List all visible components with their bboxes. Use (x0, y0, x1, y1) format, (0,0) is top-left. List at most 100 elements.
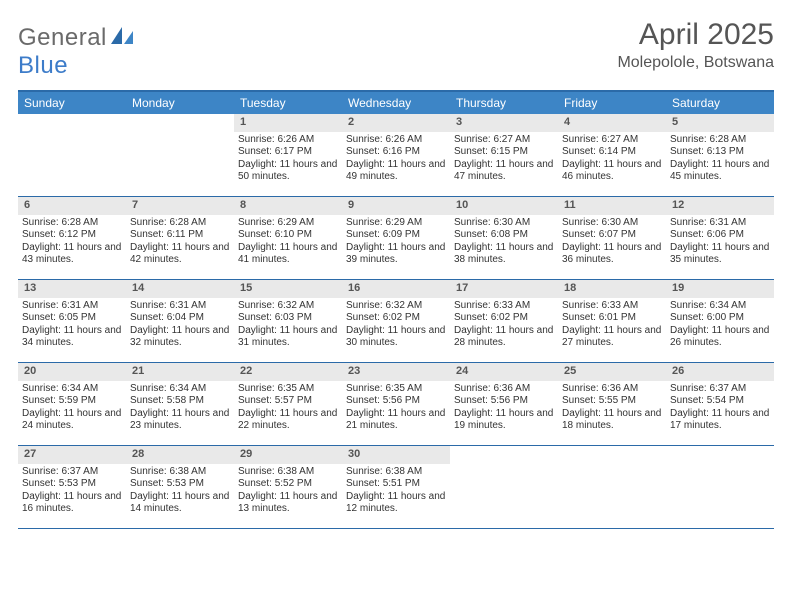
day-number: 7 (126, 197, 234, 215)
sunrise-text: Sunrise: 6:36 AM (454, 383, 554, 396)
day-cell: 1Sunrise: 6:26 AMSunset: 6:17 PMDaylight… (234, 114, 342, 196)
title-month: April 2025 (617, 18, 774, 52)
sunrise-text: Sunrise: 6:28 AM (22, 217, 122, 230)
sunset-text: Sunset: 5:56 PM (454, 395, 554, 408)
day-number: 17 (450, 280, 558, 298)
day-cell: 16 Sunrise: 6:32 AMSunset: 6:02 PMDayligh… (342, 280, 450, 362)
sunrise-text: Sunrise: 6:31 AM (22, 300, 122, 313)
dayname-wed: Wednesday (342, 92, 450, 114)
sunrise-text: Sunrise: 6:32 AM (238, 300, 338, 313)
sail-icon (111, 24, 133, 51)
daylight-text: Daylight: 11 hours and 13 minutes. (238, 491, 338, 516)
dayname-thu: Thursday (450, 92, 558, 114)
day-info: Sunrise: 6:34 AMSunset: 6:00 PMDaylight:… (670, 300, 770, 350)
day-number: 16 (342, 280, 450, 298)
day-cell: 9Sunrise: 6:29 AMSunset: 6:09 PMDaylight… (342, 197, 450, 279)
day-info: Sunrise: 6:32 AMSunset: 6:02 PMDaylight:… (346, 300, 446, 350)
sunset-text: Sunset: 6:11 PM (130, 229, 230, 242)
day-cell: 7Sunrise: 6:28 AMSunset: 6:11 PMDaylight… (126, 197, 234, 279)
sunset-text: Sunset: 6:00 PM (670, 312, 770, 325)
title-block: April 2025 Molepolole, Botswana (617, 18, 774, 72)
dayname-fri: Friday (558, 92, 666, 114)
day-info: Sunrise: 6:38 AMSunset: 5:52 PMDaylight:… (238, 466, 338, 516)
day-cell: 17Sunrise: 6:33 AMSunset: 6:02 PMDayligh… (450, 280, 558, 362)
week-row: 13Sunrise: 6:31 AMSunset: 6:05 PMDayligh… (18, 280, 774, 363)
sunset-text: Sunset: 5:53 PM (130, 478, 230, 491)
day-info: Sunrise: 6:35 AMSunset: 5:56 PMDaylight:… (346, 383, 446, 433)
sunset-text: Sunset: 5:53 PM (22, 478, 122, 491)
sunset-text: Sunset: 6:13 PM (670, 146, 770, 159)
daylight-text: Daylight: 11 hours and 22 minutes. (238, 408, 338, 433)
day-number: 9 (342, 197, 450, 215)
day-number: 24 (450, 363, 558, 381)
day-info: Sunrise: 6:33 AMSunset: 6:01 PMDaylight:… (562, 300, 662, 350)
daylight-text: Daylight: 11 hours and 17 minutes. (670, 408, 770, 433)
day-cell: 30Sunrise: 6:38 AMSunset: 5:51 PMDayligh… (342, 446, 450, 528)
day-cell: 29 Sunrise: 6:38 AMSunset: 5:52 PMDayligh… (234, 446, 342, 528)
daylight-text: Daylight: 11 hours and 23 minutes. (130, 408, 230, 433)
sunrise-text: Sunrise: 6:30 AM (454, 217, 554, 230)
day-cell: 21Sunrise: 6:34 AMSunset: 5:58 PMDayligh… (126, 363, 234, 445)
day-cell: 14 Sunrise: 6:31 AMSunset: 6:04 PMDayligh… (126, 280, 234, 362)
day-cell: 27Sunrise: 6:37 AMSunset: 5:53 PMDayligh… (18, 446, 126, 528)
daylight-text: Daylight: 11 hours and 18 minutes. (562, 408, 662, 433)
daylight-text: Daylight: 11 hours and 14 minutes. (130, 491, 230, 516)
sunset-text: Sunset: 5:57 PM (238, 395, 338, 408)
day-cell: 22Sunrise: 6:35 AMSunset: 5:57 PMDayligh… (234, 363, 342, 445)
sunrise-text: Sunrise: 6:26 AM (238, 134, 338, 147)
day-info: Sunrise: 6:28 AMSunset: 6:12 PMDaylight:… (22, 217, 122, 267)
sunrise-text: Sunrise: 6:30 AM (562, 217, 662, 230)
day-number: 14 (126, 280, 234, 298)
day-number: 21 (126, 363, 234, 381)
sunset-text: Sunset: 6:02 PM (346, 312, 446, 325)
brand-logo: GeneralBlue (18, 24, 133, 80)
sunset-text: Sunset: 6:04 PM (130, 312, 230, 325)
daylight-text: Daylight: 11 hours and 38 minutes. (454, 242, 554, 267)
sunset-text: Sunset: 6:05 PM (22, 312, 122, 325)
day-info: Sunrise: 6:37 AMSunset: 5:53 PMDaylight:… (22, 466, 122, 516)
day-cell: 5Sunrise: 6:28 AMSunset: 6:13 PMDaylight… (666, 114, 774, 196)
sunset-text: Sunset: 6:12 PM (22, 229, 122, 242)
day-cell: 11Sunrise: 6:30 AMSunset: 6:07 PMDayligh… (558, 197, 666, 279)
day-number: 1 (234, 114, 342, 132)
sunrise-text: Sunrise: 6:31 AM (130, 300, 230, 313)
sunrise-text: Sunrise: 6:35 AM (238, 383, 338, 396)
daylight-text: Daylight: 11 hours and 49 minutes. (346, 159, 446, 184)
day-cell: 2 Sunrise: 6:26 AMSunset: 6:16 PMDaylight… (342, 114, 450, 196)
day-number: 23 (342, 363, 450, 381)
sunset-text: Sunset: 6:07 PM (562, 229, 662, 242)
sunset-text: Sunset: 6:06 PM (670, 229, 770, 242)
day-number: 15 (234, 280, 342, 298)
sunrise-text: Sunrise: 6:35 AM (346, 383, 446, 396)
day-cell: 12Sunrise: 6:31 AMSunset: 6:06 PMDayligh… (666, 197, 774, 279)
week-row: 1Sunrise: 6:26 AMSunset: 6:17 PMDaylight… (18, 114, 774, 197)
day-cell: 24Sunrise: 6:36 AMSunset: 5:56 PMDayligh… (450, 363, 558, 445)
day-cell: 20 Sunrise: 6:34 AMSunset: 5:59 PMDayligh… (18, 363, 126, 445)
daylight-text: Daylight: 11 hours and 34 minutes. (22, 325, 122, 350)
day-number: 20 (18, 363, 126, 381)
day-number: 2 (342, 114, 450, 132)
daylight-text: Daylight: 11 hours and 45 minutes. (670, 159, 770, 184)
daylight-text: Daylight: 11 hours and 31 minutes. (238, 325, 338, 350)
day-info: Sunrise: 6:26 AMSunset: 6:16 PMDaylight:… (346, 134, 446, 184)
day-info: Sunrise: 6:32 AMSunset: 6:03 PMDaylight:… (238, 300, 338, 350)
day-cell: 6Sunrise: 6:28 AMSunset: 6:12 PMDaylight… (18, 197, 126, 279)
dayname-tue: Tuesday (234, 92, 342, 114)
sunset-text: Sunset: 6:02 PM (454, 312, 554, 325)
day-info: Sunrise: 6:30 AMSunset: 6:07 PMDaylight:… (562, 217, 662, 267)
day-number: 29 (234, 446, 342, 464)
sunrise-text: Sunrise: 6:37 AM (22, 466, 122, 479)
daylight-text: Daylight: 11 hours and 50 minutes. (238, 159, 338, 184)
day-info: Sunrise: 6:31 AMSunset: 6:04 PMDaylight:… (130, 300, 230, 350)
daylight-text: Daylight: 11 hours and 36 minutes. (562, 242, 662, 267)
sunrise-text: Sunrise: 6:33 AM (562, 300, 662, 313)
sunrise-text: Sunrise: 6:29 AM (346, 217, 446, 230)
day-info: Sunrise: 6:35 AMSunset: 5:57 PMDaylight:… (238, 383, 338, 433)
sunset-text: Sunset: 5:55 PM (562, 395, 662, 408)
weeks-container: 1Sunrise: 6:26 AMSunset: 6:17 PMDaylight… (18, 114, 774, 529)
sunrise-text: Sunrise: 6:34 AM (130, 383, 230, 396)
day-info: Sunrise: 6:34 AMSunset: 5:59 PMDaylight:… (22, 383, 122, 433)
sunset-text: Sunset: 6:03 PM (238, 312, 338, 325)
sunrise-text: Sunrise: 6:32 AM (346, 300, 446, 313)
daylight-text: Daylight: 11 hours and 42 minutes. (130, 242, 230, 267)
